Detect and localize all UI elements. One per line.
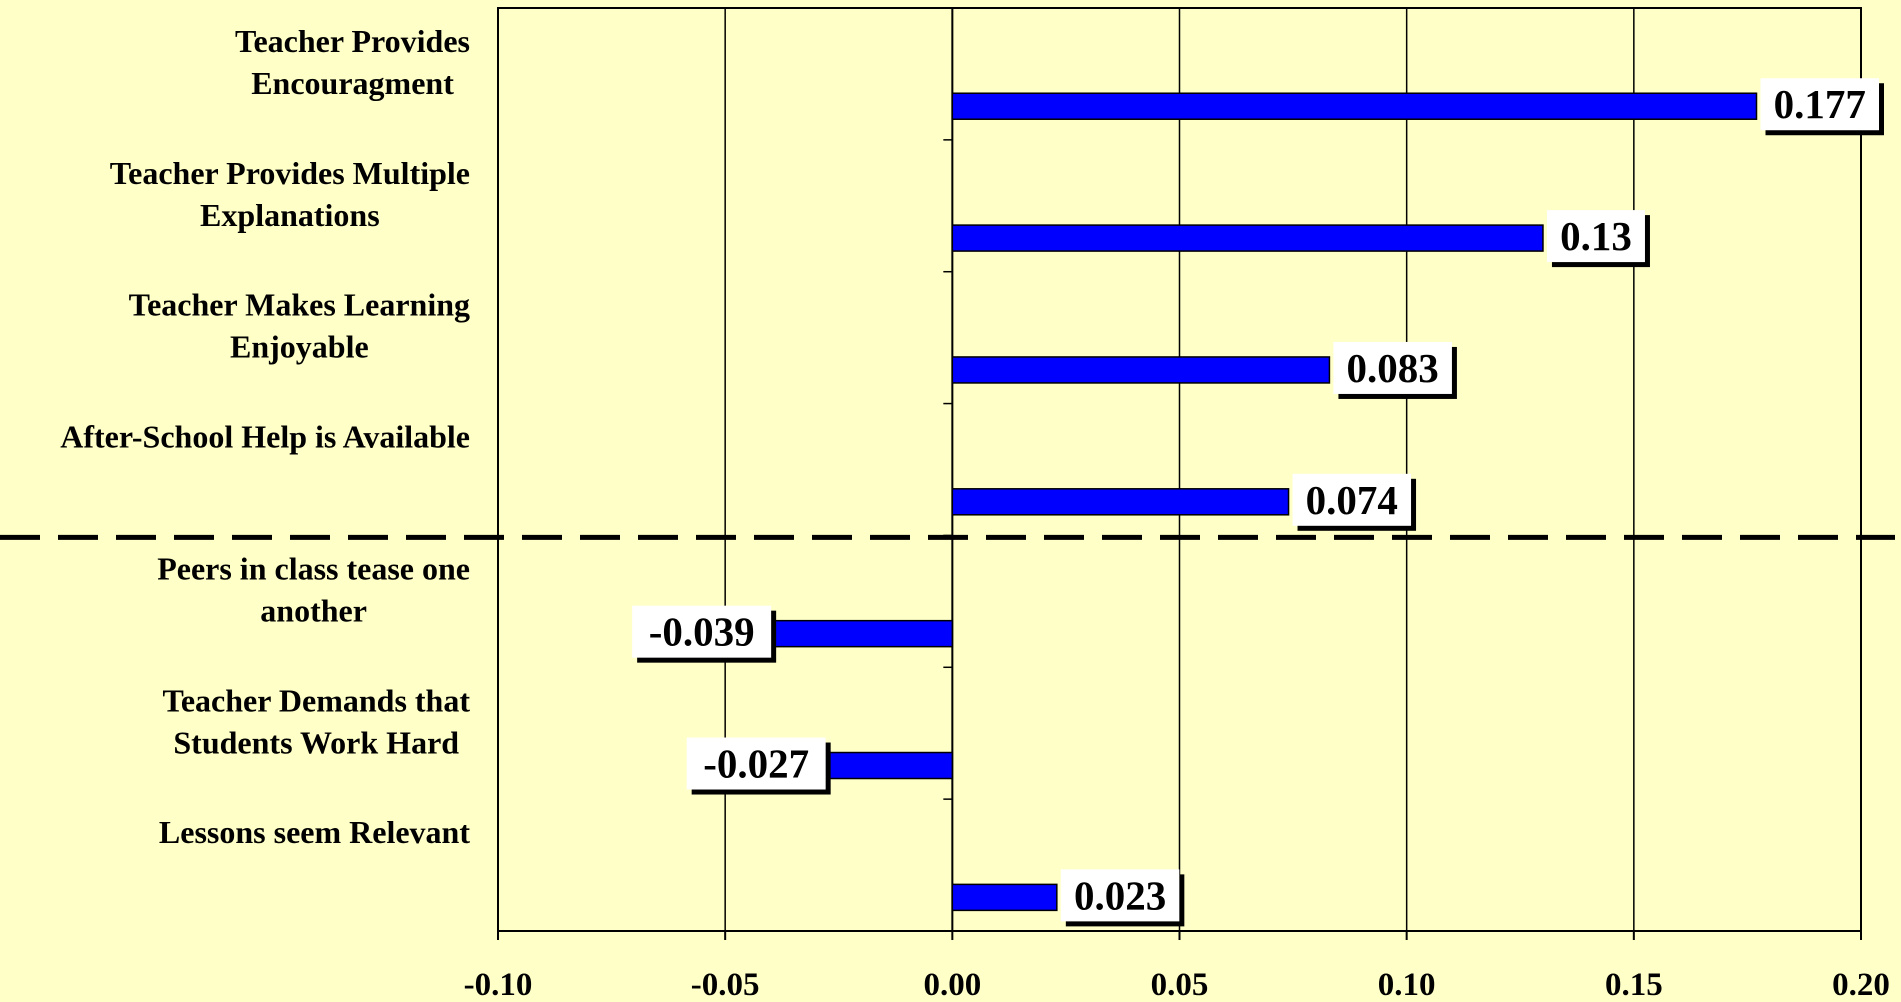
category-label-line: Teacher Makes Learning — [129, 287, 470, 323]
x-tick-label: 0.00 — [923, 967, 981, 1002]
bar — [951, 224, 1544, 252]
bar — [951, 488, 1290, 516]
data-label-box — [1292, 473, 1412, 526]
category-label-line: Peers in class tease one — [157, 550, 470, 586]
data-label: 0.023 — [1060, 869, 1185, 927]
bar — [951, 883, 1058, 912]
x-tick-labels: -0.10 -0.05 0.00 0.05 0.10 0.15 0.20 — [464, 967, 1890, 1002]
category-label: After-School Help is Available — [60, 419, 470, 455]
data-label-box — [686, 737, 826, 790]
category-label-line: After-School Help is Available — [60, 419, 470, 455]
x-tick-label: 0.15 — [1605, 967, 1663, 1002]
bars — [774, 92, 1758, 912]
data-label: 0.13 — [1546, 210, 1650, 268]
category-label: Teacher Provides Multiple Explanations — [110, 155, 470, 233]
category-label-line: Teacher Provides — [235, 23, 470, 59]
category-label-line: Lessons seem Relevant — [159, 814, 470, 850]
category-label: Peers in class tease one another — [157, 550, 470, 628]
bar — [774, 619, 954, 648]
category-label-line: Teacher Demands that — [162, 682, 470, 718]
category-label-line: Students Work Hard — [173, 724, 459, 760]
category-label: Lessons seem Relevant — [159, 814, 470, 850]
data-label-box — [1060, 869, 1180, 922]
category-label: Teacher Demands that Students Work Hard — [162, 682, 470, 760]
data-label-box — [1333, 341, 1452, 394]
data-label-text: 0.023 — [1074, 872, 1166, 918]
data-label-text: 0.083 — [1347, 345, 1439, 391]
bar — [951, 356, 1331, 384]
category-label-line: another — [260, 592, 367, 628]
data-label: -0.039 — [632, 605, 777, 663]
data-label: 0.177 — [1760, 78, 1885, 136]
x-tick-label: -0.05 — [691, 967, 760, 1002]
category-label-line: Encouragment — [251, 65, 454, 101]
data-label-box — [632, 605, 772, 658]
category-label: Teacher Makes Learning Enjoyable — [129, 287, 470, 365]
x-tick-label: 0.10 — [1378, 967, 1436, 1002]
category-label-line: Teacher Provides Multiple — [110, 155, 470, 191]
data-label-text: 0.177 — [1774, 81, 1866, 127]
data-label-text: 0.13 — [1560, 213, 1632, 259]
category-label-line: Enjoyable — [230, 329, 369, 365]
data-label-box — [1546, 210, 1645, 263]
data-label-text: -0.039 — [649, 609, 755, 655]
bar — [828, 751, 954, 780]
plot-frame — [497, 7, 1862, 932]
data-label-text: 0.074 — [1306, 477, 1398, 523]
category-label-line: Explanations — [200, 197, 380, 233]
data-labels: 0.177 0.13 0.083 0.074 -0.039 -0.027 0.023 — [632, 78, 1885, 927]
data-label: 0.074 — [1292, 473, 1417, 531]
x-tick-label: 0.20 — [1832, 967, 1890, 1002]
data-label-box — [1760, 78, 1880, 131]
data-label: -0.027 — [686, 737, 831, 795]
x-tick-label: -0.10 — [464, 967, 533, 1002]
x-tick-label: 0.05 — [1151, 967, 1209, 1002]
bar — [951, 92, 1758, 120]
data-label: 0.083 — [1333, 341, 1457, 399]
data-label-text: -0.027 — [703, 741, 809, 787]
category-label: Teacher Provides Encouragment — [235, 23, 470, 101]
